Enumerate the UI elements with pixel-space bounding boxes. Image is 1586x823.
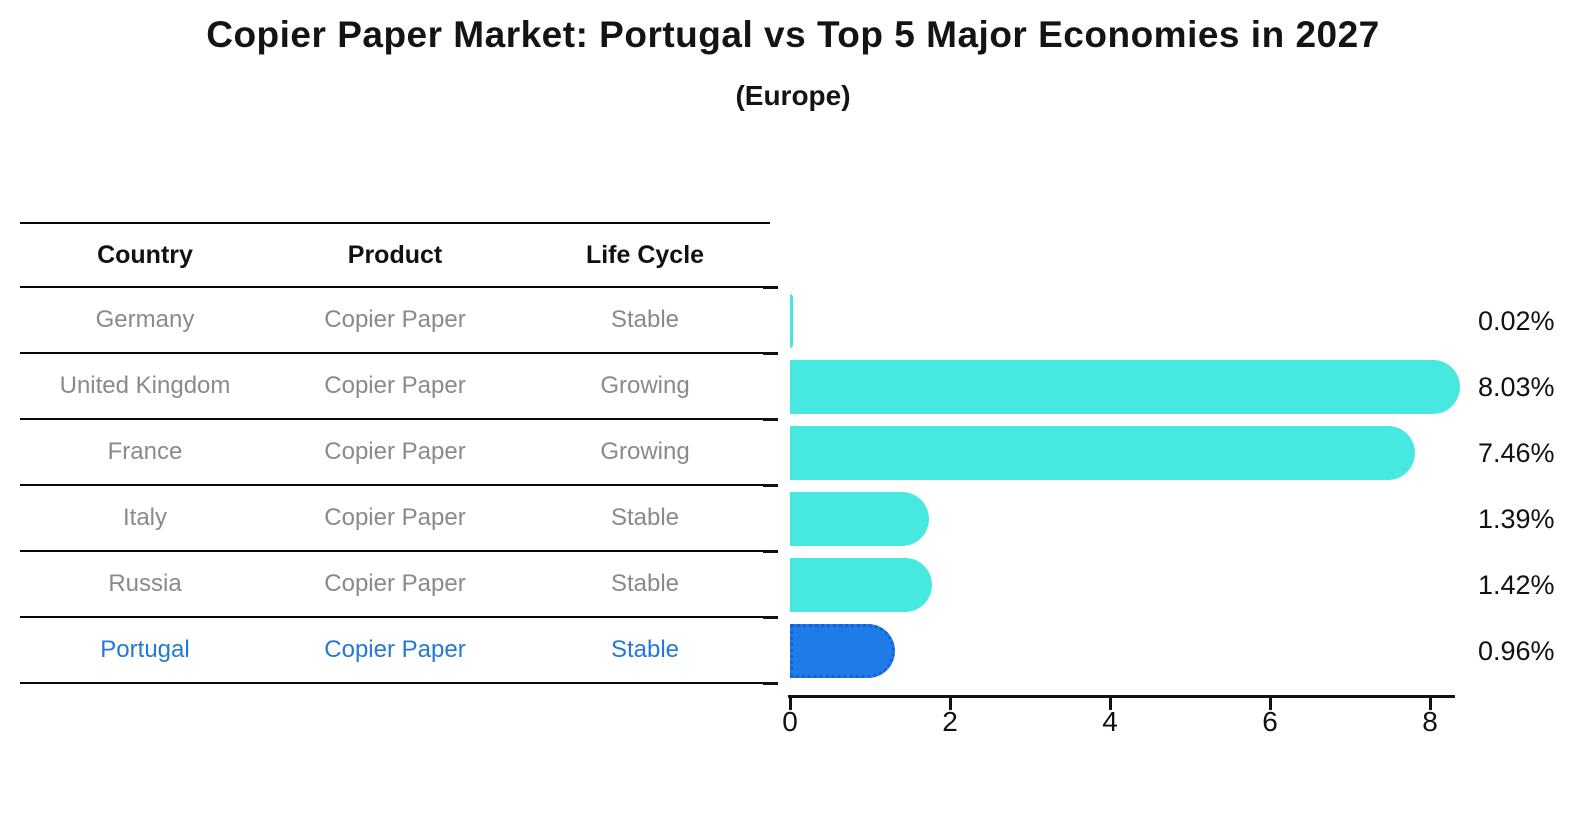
table-row-united-kingdom: United Kingdom Copier Paper Growing xyxy=(20,354,770,420)
cell-product: Copier Paper xyxy=(324,504,466,531)
value-label-portugal: 0.96% xyxy=(1478,635,1555,666)
value-label-france: 7.46% xyxy=(1478,437,1555,468)
y-axis-tick xyxy=(763,352,778,355)
table-row-russia: Russia Copier Paper Stable xyxy=(20,552,770,618)
x-axis-tick xyxy=(1109,698,1112,710)
cell-product: Copier Paper xyxy=(324,372,466,399)
bar-slot-germany xyxy=(790,288,1490,354)
value-label-italy: 1.39% xyxy=(1478,503,1555,534)
value-label-germany: 0.02% xyxy=(1478,305,1555,336)
x-tick-label: 4 xyxy=(1102,706,1118,737)
value-labels: 0.02% 8.03% 7.46% 1.39% 1.42% 0.96% xyxy=(1478,288,1555,684)
column-header-country: Country xyxy=(97,240,193,269)
bar-france xyxy=(790,426,1415,480)
x-axis-tick xyxy=(1429,698,1432,710)
y-axis-tick xyxy=(763,550,778,553)
chart-title: Copier Paper Market: Portugal vs Top 5 M… xyxy=(206,14,1380,55)
cell-life-cycle: Stable xyxy=(610,504,680,531)
bar-slot-france xyxy=(790,420,1490,486)
cell-product: Copier Paper xyxy=(324,306,466,333)
table-row-portugal: Portugal Copier Paper Stable xyxy=(20,618,770,684)
value-label-russia: 1.42% xyxy=(1478,569,1555,600)
bar-germany xyxy=(790,294,793,348)
cell-life-cycle: Stable xyxy=(610,570,680,597)
bar-united-kingdom xyxy=(790,360,1460,414)
y-axis-tick xyxy=(763,616,778,619)
bar-slot-russia xyxy=(790,552,1490,618)
column-header-product: Product xyxy=(347,240,443,269)
bar-russia xyxy=(790,558,932,612)
cell-country: France xyxy=(107,438,183,465)
table-header-row: Country Product Life Cycle xyxy=(20,222,770,288)
x-tick-label: 2 xyxy=(942,706,958,737)
cell-country: Russia xyxy=(108,570,182,597)
bar-portugal xyxy=(790,624,895,678)
x-tick-label: 8 xyxy=(1422,706,1438,737)
cell-country: United Kingdom xyxy=(59,372,231,399)
x-tick-label: 0 xyxy=(782,706,798,737)
country-table: Country Product Life Cycle Germany Copier… xyxy=(20,222,770,684)
y-axis-tick xyxy=(763,286,778,289)
cell-country: Italy xyxy=(122,504,167,531)
cell-life-cycle: Growing xyxy=(600,372,690,399)
cell-life-cycle: Stable xyxy=(610,306,680,333)
value-label-united-kingdom: 8.03% xyxy=(1478,371,1555,402)
column-header-life-cycle: Life Cycle xyxy=(585,240,705,269)
y-axis-tick xyxy=(763,682,778,685)
x-axis-line xyxy=(788,695,1455,698)
cell-life-cycle: Stable xyxy=(610,636,680,663)
x-tick-label: 6 xyxy=(1262,706,1278,737)
table-row-germany: Germany Copier Paper Stable xyxy=(20,288,770,354)
x-axis-tick xyxy=(949,698,952,710)
cell-life-cycle: Growing xyxy=(600,438,690,465)
chart-subtitle: (Europe) xyxy=(735,80,851,111)
table-row-italy: Italy Copier Paper Stable xyxy=(20,486,770,552)
bars-area xyxy=(790,288,1490,684)
x-axis-tick xyxy=(1269,698,1272,710)
cell-product: Copier Paper xyxy=(324,636,466,663)
cell-product: Copier Paper xyxy=(324,570,466,597)
bar-italy xyxy=(790,492,929,546)
cell-country: Germany xyxy=(95,306,195,333)
table-rows: Germany Copier Paper Stable United Kingdom C… xyxy=(20,288,770,684)
bar-slot-united-kingdom xyxy=(790,354,1490,420)
cell-country: Portugal xyxy=(100,636,190,663)
y-axis-tick xyxy=(763,484,778,487)
bar-slot-portugal xyxy=(790,618,1490,684)
x-axis-tick xyxy=(789,698,792,710)
table-row-france: France Copier Paper Growing xyxy=(20,420,770,486)
bar-slot-italy xyxy=(790,486,1490,552)
y-axis-tick xyxy=(763,418,778,421)
cell-product: Copier Paper xyxy=(324,438,466,465)
